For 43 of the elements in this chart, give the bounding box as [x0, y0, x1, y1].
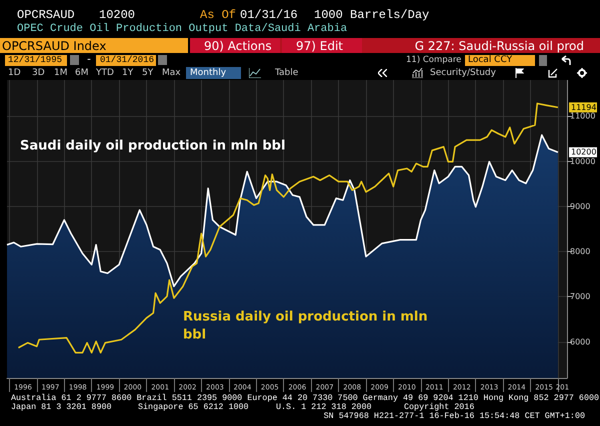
text: 3D — [32, 68, 45, 78]
y-tick-label: 6000 — [570, 337, 590, 346]
text: Saudi daily oil production in mln bbl — [20, 138, 286, 154]
annotation: 10200 — [571, 148, 596, 157]
y-tick-label: 10000 — [570, 156, 596, 166]
text: Copyright 2016 — [404, 402, 474, 412]
text: 1D — [8, 68, 21, 78]
text: 90) Actions — [204, 39, 272, 53]
text: 1000 Barrels/Day — [314, 8, 430, 22]
text: Table — [275, 68, 298, 78]
text: Local CCY — [468, 55, 512, 65]
annotation: 11194 — [571, 102, 596, 112]
text: 1Y — [122, 68, 134, 78]
text: 97) Edit — [296, 39, 344, 53]
text: - — [86, 55, 92, 66]
series-label: Russia daily oil production in mln bbl — [183, 310, 432, 342]
text: 01/31/2016 — [100, 55, 154, 65]
chart-title: OPCRSAUD — [17, 8, 75, 22]
text: 11) Compare — [406, 55, 462, 65]
y-tick-label: 8000 — [570, 247, 590, 256]
text: Monthly — [190, 68, 226, 78]
text: Australia 61 2 9777 8600 Brazil 5511 2395 9000 Europe 44 20 7330 7500 Germany 49 69 9204 1210 Hong Kong 852 2977 6000 — [11, 393, 600, 403]
text: 6M — [75, 68, 88, 78]
text: 5Y — [142, 68, 154, 78]
text: OPCRSAUD Index — [2, 39, 106, 53]
y-tick-label: 7000 — [570, 292, 590, 302]
text: U.S. 1 212 318 2000 — [276, 402, 372, 412]
text: Security/Study — [430, 68, 496, 78]
text: Japan 81 3 3201 8900 — [11, 402, 112, 412]
text: Max — [162, 68, 181, 78]
text: 12/31/1995 — [8, 55, 62, 65]
text: 10200 — [99, 8, 136, 22]
y-tick-label: 9000 — [570, 202, 590, 211]
text: 1M — [54, 68, 68, 78]
text: Singapore 65 6212 1000 — [138, 402, 249, 412]
text: As Of — [200, 8, 236, 22]
text: YTD — [96, 68, 114, 78]
y-tick-label: 11000 — [570, 112, 596, 121]
text: 01/31/16 — [240, 8, 298, 22]
line-series — [18, 102, 559, 354]
text: G 227: Saudi-Russia oil prod — [414, 39, 584, 53]
chart-subtitle: OPEC Crude Oil Production Output Data/Saudi Arabia — [17, 23, 348, 35]
text: SN 547968 H221-277-1 16-Feb-16 15:54:48 CET GMT+1:00 — [324, 411, 585, 421]
